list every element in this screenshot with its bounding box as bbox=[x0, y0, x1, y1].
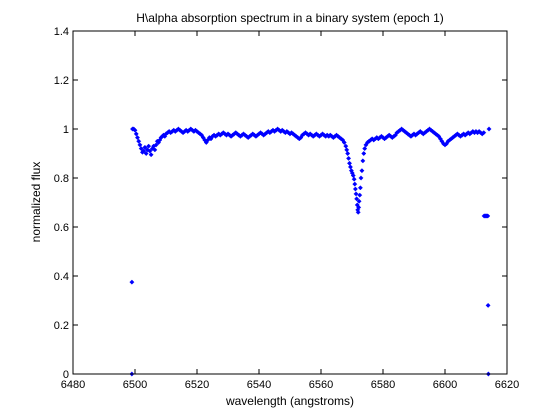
y-tick-label: 0 bbox=[63, 369, 69, 381]
y-tick-label: 0.4 bbox=[54, 271, 69, 283]
y-tick-label: 0.8 bbox=[54, 173, 69, 185]
x-tick-label: 6500 bbox=[123, 379, 147, 391]
y-tick-label: 1.2 bbox=[54, 75, 69, 87]
x-tick-label: 6580 bbox=[371, 379, 395, 391]
x-tick-label: 6520 bbox=[185, 379, 209, 391]
x-tick-label: 6620 bbox=[495, 379, 519, 391]
y-axis-label: normalized flux bbox=[29, 162, 43, 243]
chart-title: H\alpha absorption spectrum in a binary … bbox=[136, 11, 443, 25]
y-tick-label: 1 bbox=[63, 124, 69, 136]
y-tick-label: 1.4 bbox=[54, 26, 69, 38]
y-tick-label: 0.2 bbox=[54, 320, 69, 332]
x-tick-label: 6560 bbox=[309, 379, 333, 391]
x-axis-label: wavelength (angstroms) bbox=[225, 394, 354, 408]
y-tick-label: 0.6 bbox=[54, 222, 69, 234]
plot-area bbox=[73, 31, 507, 374]
x-tick-label: 6600 bbox=[433, 379, 457, 391]
x-tick-label: 6540 bbox=[247, 379, 271, 391]
